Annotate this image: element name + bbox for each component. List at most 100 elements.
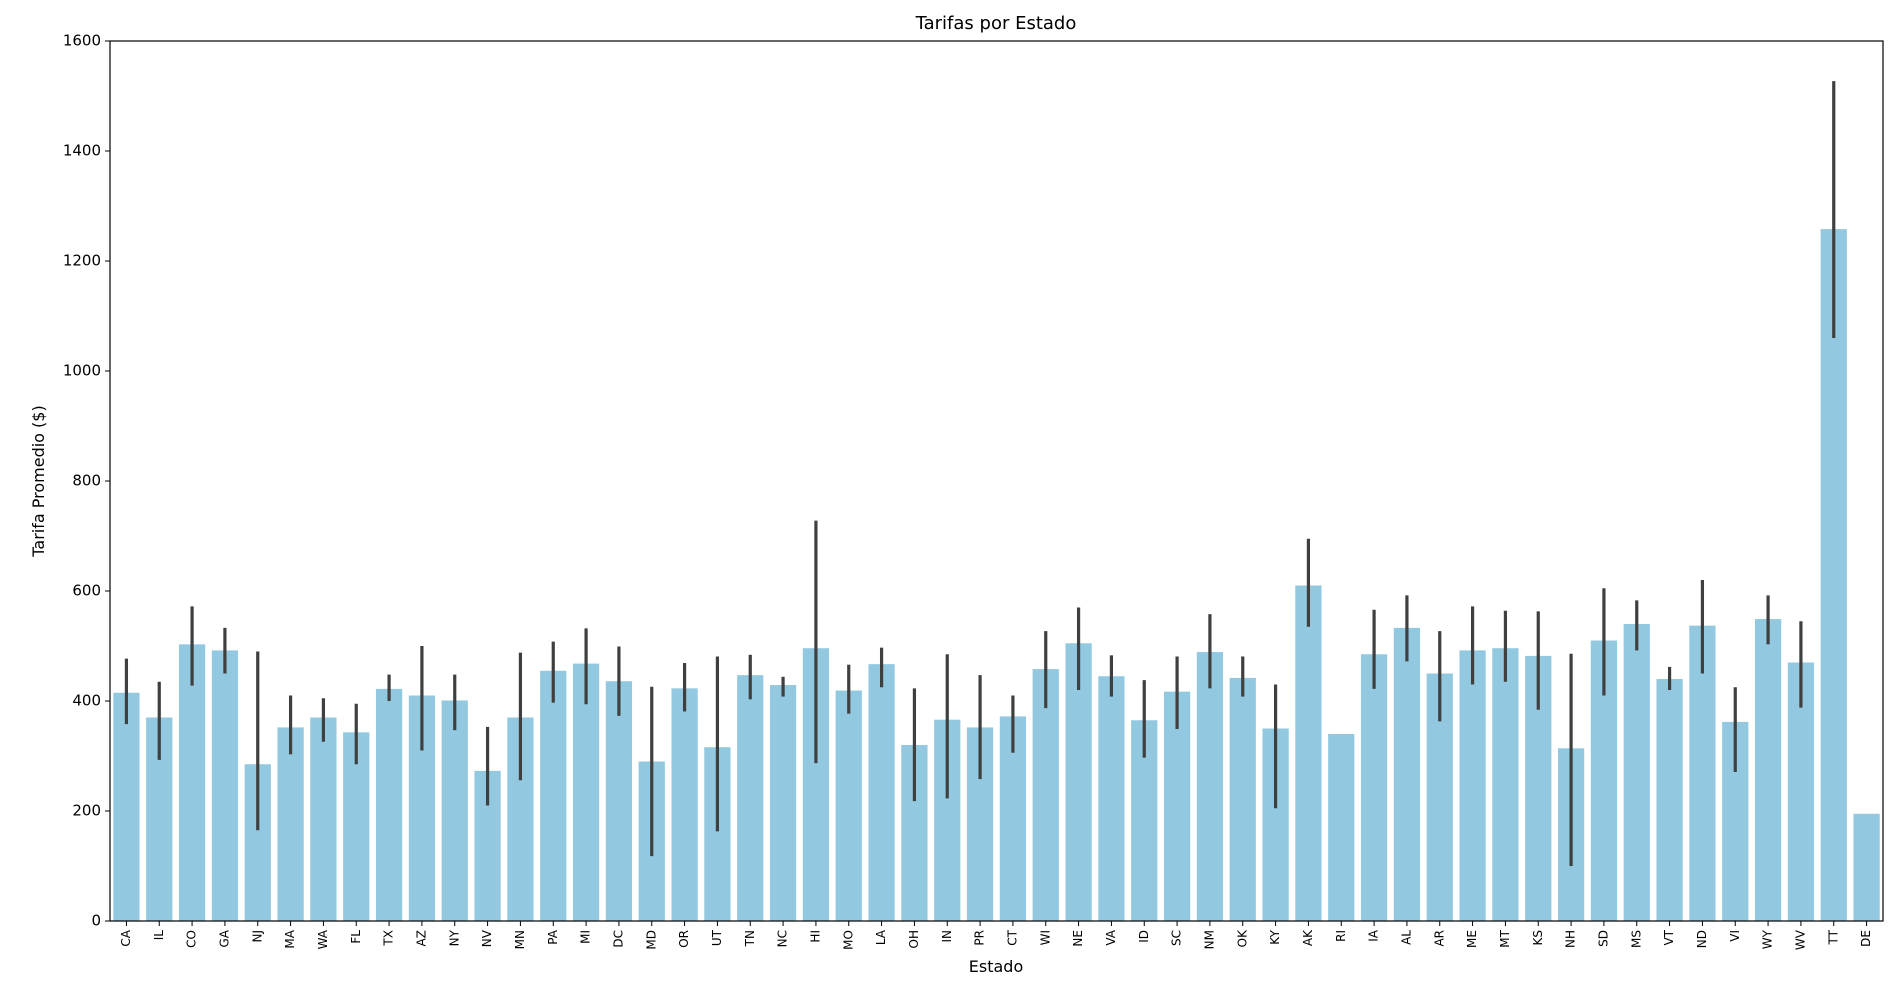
x-tick-label: OH	[907, 930, 921, 948]
x-tick-label: PA	[546, 929, 560, 944]
x-tick-label: SC	[1170, 930, 1184, 946]
x-tick-label: WA	[316, 929, 330, 949]
x-tick-label: PR	[973, 930, 987, 946]
x-axis-label: Estado	[969, 957, 1023, 976]
x-tick-label: TX	[382, 930, 396, 947]
x-tick-label: ND	[1695, 930, 1709, 948]
bar-ak	[1295, 585, 1322, 921]
x-tick-label: NM	[1202, 930, 1216, 949]
x-tick-label: CT	[1005, 929, 1019, 945]
bar-me	[1459, 650, 1486, 921]
bar-la	[868, 664, 895, 921]
x-tick-label: DE	[1859, 930, 1873, 947]
x-tick-label: WV	[1793, 929, 1807, 950]
x-tick-label: KY	[1268, 929, 1282, 944]
y-tick-label: 800	[72, 472, 101, 490]
x-tick-label: VI	[1728, 930, 1742, 942]
y-tick-label: 400	[72, 692, 101, 710]
x-tick-label: CA	[119, 929, 133, 946]
bar-wa	[310, 717, 337, 921]
x-tick-label: IL	[152, 930, 166, 941]
bar-ok	[1229, 677, 1256, 921]
bar-ca	[113, 692, 140, 921]
x-tick-label: UT	[710, 929, 724, 946]
x-tick-label: MD	[644, 930, 658, 950]
bar-ga	[211, 650, 239, 921]
x-tick-label: AZ	[414, 930, 428, 946]
x-tick-label: AL	[1399, 930, 1413, 945]
x-tick-label: KS	[1531, 930, 1545, 946]
x-tick-label: NH	[1564, 930, 1578, 948]
bars-group	[113, 229, 1880, 922]
x-tick-label: DC	[611, 930, 625, 948]
y-tick-label: 1200	[63, 252, 101, 270]
bar-vt	[1656, 679, 1683, 921]
x-tick-label: AK	[1301, 929, 1315, 946]
x-tick-label: MN	[513, 930, 527, 949]
bar-tx	[375, 688, 403, 921]
x-tick-label: NC	[776, 930, 790, 947]
x-tick-label: MI	[579, 930, 593, 944]
y-axis: 0 200 400 600 800 1000 1200 1400 1600	[63, 32, 110, 930]
x-tick-label: IN	[940, 930, 954, 943]
x-tick-label: RI	[1334, 930, 1348, 942]
x-tick-label: ID	[1137, 930, 1151, 943]
x-tick-label: VA	[1104, 929, 1118, 945]
x-tick-label: MO	[841, 930, 855, 950]
x-tick-label: MT	[1498, 929, 1512, 947]
y-tick-label: 1600	[63, 32, 101, 50]
bar-ma	[277, 727, 304, 921]
x-tick-label: CO	[185, 930, 199, 948]
x-tick-label: OK	[1235, 929, 1249, 947]
bar-va	[1098, 676, 1125, 921]
x-tick-label: FL	[349, 930, 363, 944]
chart-title: Tarifas por Estado	[915, 13, 1077, 34]
bar-mi	[572, 663, 600, 921]
bar-co	[178, 644, 206, 921]
x-tick-label: SD	[1596, 930, 1610, 947]
x-tick-label: NY	[447, 929, 461, 946]
y-tick-label: 1400	[63, 142, 101, 160]
bar-ms	[1623, 624, 1650, 921]
x-tick-label: VT	[1662, 929, 1676, 945]
bar-wi	[1032, 669, 1059, 921]
error-bars-group	[124, 81, 1836, 866]
bar-or	[671, 688, 698, 921]
bar-al	[1393, 627, 1421, 921]
bar-ia	[1360, 654, 1388, 921]
bar-nd	[1689, 625, 1716, 921]
x-tick-label: OR	[677, 930, 691, 948]
x-tick-label: NV	[480, 929, 494, 947]
bar-ny	[441, 700, 468, 921]
bar-nc	[769, 685, 797, 921]
x-tick-label: LA	[874, 929, 888, 945]
x-tick-label: GA	[217, 929, 231, 947]
x-tick-label: NE	[1071, 930, 1085, 947]
y-tick-label: 1000	[63, 362, 101, 380]
y-axis-label: Tarifa Promedio ($)	[29, 405, 48, 557]
x-tick-label: TN	[743, 930, 757, 947]
x-tick-label: TT	[1826, 929, 1840, 945]
bar-mo	[835, 690, 862, 921]
bar-nm	[1196, 652, 1224, 921]
x-tick-label: NJ	[250, 930, 264, 943]
bar-wy	[1754, 619, 1782, 921]
y-tick-label: 600	[72, 582, 101, 600]
y-tick-label: 0	[91, 912, 101, 930]
bar-mt	[1492, 648, 1519, 921]
plot-frame	[109, 40, 1884, 922]
x-tick-label: MS	[1629, 930, 1643, 948]
x-tick-label: HI	[808, 930, 822, 943]
bar-de	[1853, 813, 1880, 921]
bar-dc	[605, 681, 633, 921]
bar-tt	[1820, 229, 1847, 922]
y-tick-label: 200	[72, 802, 101, 820]
bar-ri	[1328, 734, 1355, 921]
x-tick-label: AR	[1432, 930, 1446, 947]
bar-pa	[540, 670, 567, 921]
x-tick-label: IA	[1367, 929, 1381, 942]
x-tick-label: WY	[1761, 929, 1775, 949]
x-tick-label: WI	[1038, 930, 1052, 945]
bar-sc	[1163, 691, 1191, 921]
